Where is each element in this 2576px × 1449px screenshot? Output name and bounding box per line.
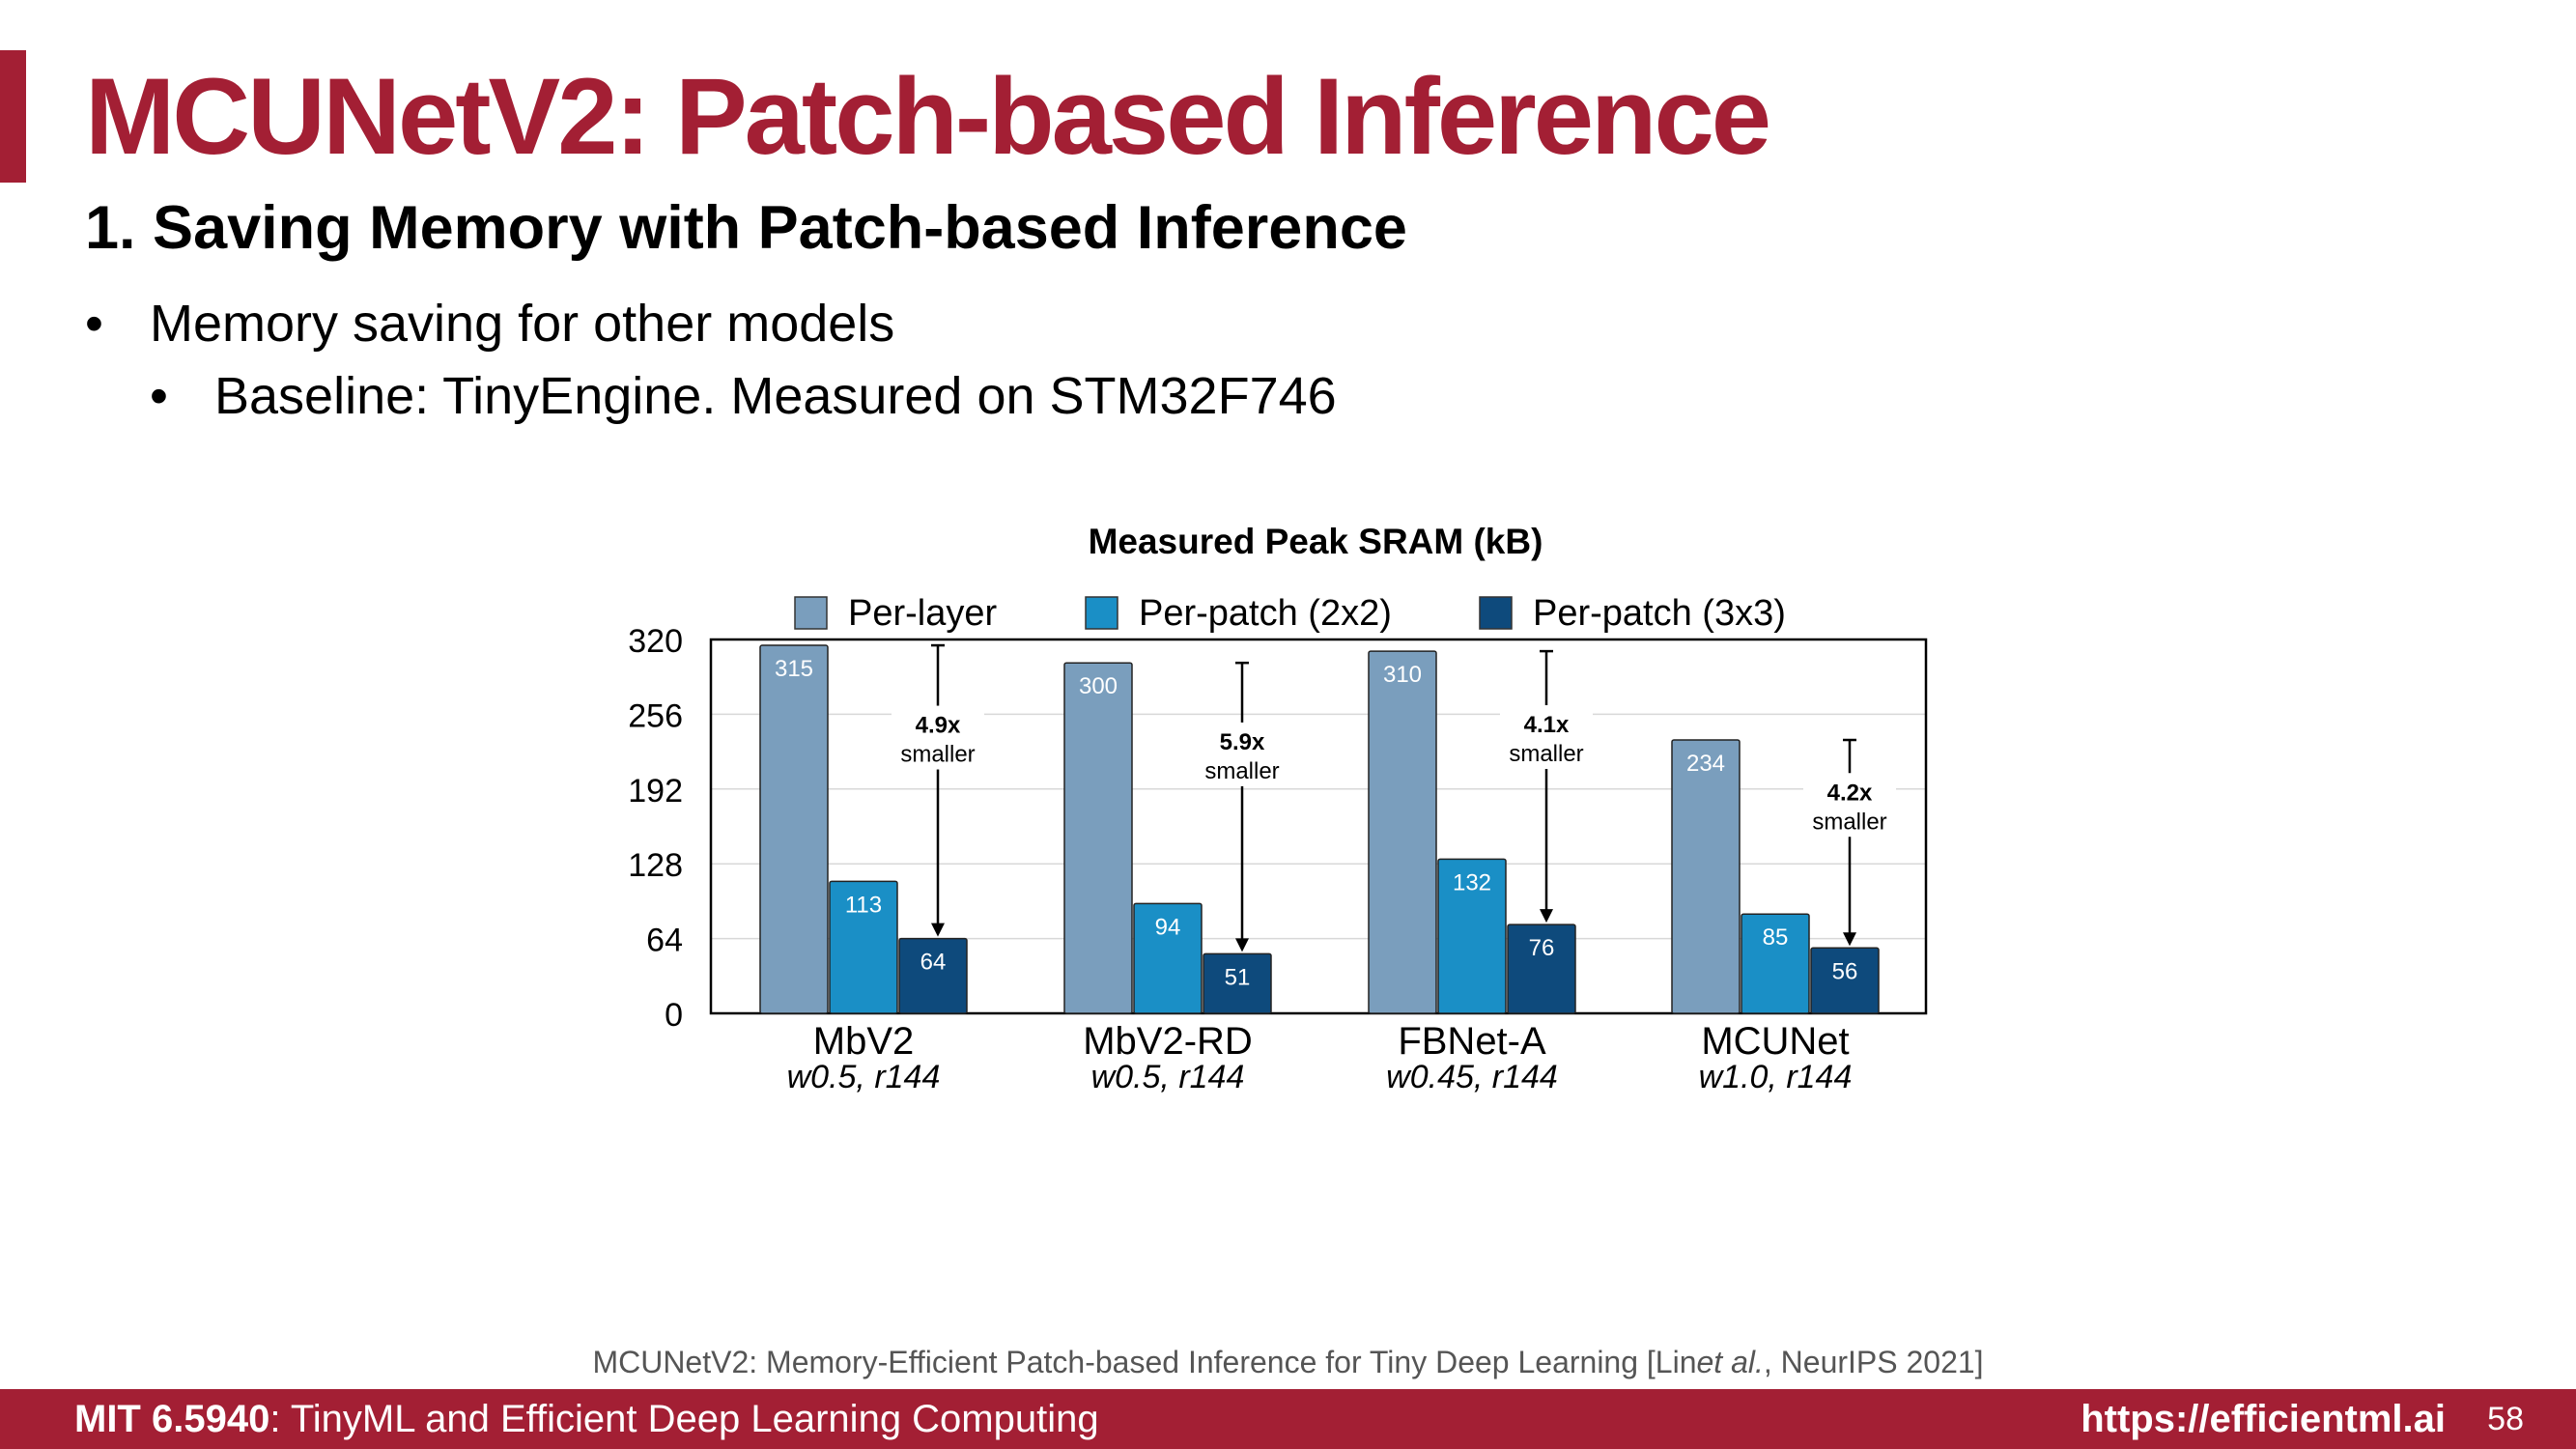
bar-value-label: 132 (1453, 869, 1491, 895)
bar-mcunet-s2 (1741, 913, 1810, 1014)
bar-value-label: 56 (1832, 958, 1858, 984)
citation-text-end: , NeurIPS 2021] (1763, 1345, 1984, 1379)
annotation-factor: 4.9x (916, 713, 961, 739)
annotation-text: smaller (1204, 758, 1279, 784)
x-category-sublabel: w1.0, r144 (1699, 1059, 1853, 1095)
y-tick-label: 192 (628, 773, 683, 810)
footer-url-link[interactable]: https://efficientml.ai (2081, 1398, 2446, 1440)
y-tick-label: 0 (665, 997, 683, 1034)
chart-title: Measured Peak SRAM (kB) (1089, 522, 1543, 561)
arrow-head (1843, 932, 1856, 947)
citation-text: MCUNetV2: Memory-Efficient Patch-based I… (592, 1345, 1697, 1379)
title-accent-bar (0, 50, 26, 183)
bullet-text: Memory saving for other models (150, 295, 895, 353)
bar-mbv2-s2 (829, 880, 898, 1014)
x-category-sublabel: w0.5, r144 (787, 1059, 941, 1095)
page-number: 58 (2487, 1401, 2524, 1437)
y-tick-label: 320 (628, 623, 683, 660)
legend-swatch-3 (1479, 596, 1513, 630)
annotation-text: smaller (1812, 809, 1886, 835)
bar-value-label: 85 (1763, 924, 1789, 951)
bullet-marker: • (150, 367, 168, 425)
annotation-bg (1803, 773, 1896, 838)
legend-label-3: Per-patch (3x3) (1533, 593, 1786, 634)
bar-value-label: 113 (845, 892, 882, 918)
bar-value-label: 300 (1079, 673, 1118, 699)
legend-swatch-2 (1085, 596, 1118, 630)
bar-value-label: 310 (1383, 662, 1422, 688)
arrow-head (1235, 938, 1249, 952)
slide-title: MCUNetV2: Patch-based Inference (85, 56, 1771, 177)
bar-value-label: 94 (1155, 914, 1181, 940)
y-tick-label: 256 (628, 697, 683, 734)
bar-mbv2-rd-s3 (1203, 952, 1272, 1014)
annotation-text: smaller (1509, 741, 1583, 767)
annotation-bg (1500, 705, 1593, 770)
bar-mbv2-s3 (898, 937, 968, 1014)
x-category-label: MbV2-RD (1083, 1020, 1253, 1063)
footer-course: MIT 6.5940: TinyML and Efficient Deep Le… (74, 1397, 1099, 1441)
annotation-factor: 4.2x (1827, 780, 1873, 806)
x-category-label: MCUNet (1701, 1020, 1849, 1063)
bar-fbnet-a-s3 (1507, 923, 1576, 1014)
annotation-factor: 4.1x (1524, 712, 1570, 738)
annotation-bg (1196, 722, 1288, 786)
footer-bar: MIT 6.5940: TinyML and Efficient Deep Le… (0, 1389, 2576, 1449)
bar-value-label: 64 (920, 950, 947, 976)
bullet-text: Baseline: TinyEngine. Measured on STM32F… (214, 367, 1337, 425)
citation: MCUNetV2: Memory-Efficient Patch-based I… (0, 1343, 2576, 1381)
x-category-sublabel: w0.45, r144 (1386, 1059, 1558, 1095)
bar-mcunet-s1 (1671, 739, 1741, 1014)
bar-fbnet-a-s1 (1368, 650, 1437, 1014)
bar-value-label: 234 (1686, 751, 1725, 777)
bar-mbv2-rd-s2 (1133, 902, 1203, 1014)
arrow-head (1540, 909, 1553, 923)
x-category-label: FBNet-A (1398, 1020, 1546, 1063)
bar-value-label: 76 (1529, 935, 1555, 961)
legend-label-2: Per-patch (2x2) (1139, 593, 1392, 634)
bullet-marker: • (85, 295, 103, 353)
citation-italic: et al. (1696, 1345, 1764, 1379)
legend-swatch-1 (794, 596, 828, 630)
slide-subtitle: 1. Saving Memory with Patch-based Infere… (85, 194, 1407, 262)
legend-label-1: Per-layer (848, 593, 997, 634)
y-tick-label: 128 (628, 847, 683, 884)
course-name: : TinyML and Efficient Deep Learning Com… (269, 1398, 1099, 1440)
bar-mcunet-s3 (1810, 947, 1880, 1014)
annotation-text: smaller (900, 742, 975, 768)
x-category-label: MbV2 (813, 1020, 915, 1063)
bar-value-label: 51 (1225, 964, 1251, 990)
arrow-head (931, 923, 945, 937)
plot-frame (709, 638, 1928, 1015)
annotation-factor: 5.9x (1220, 729, 1265, 755)
bar-mbv2-rd-s1 (1063, 662, 1133, 1014)
bar-fbnet-a-s2 (1437, 858, 1507, 1014)
annotation-bg (892, 705, 984, 770)
bar-mbv2-s1 (759, 644, 829, 1014)
bar-value-label: 315 (775, 656, 813, 682)
x-category-sublabel: w0.5, r144 (1091, 1059, 1245, 1095)
course-code: MIT 6.5940 (74, 1398, 270, 1440)
y-tick-label: 64 (646, 923, 683, 959)
